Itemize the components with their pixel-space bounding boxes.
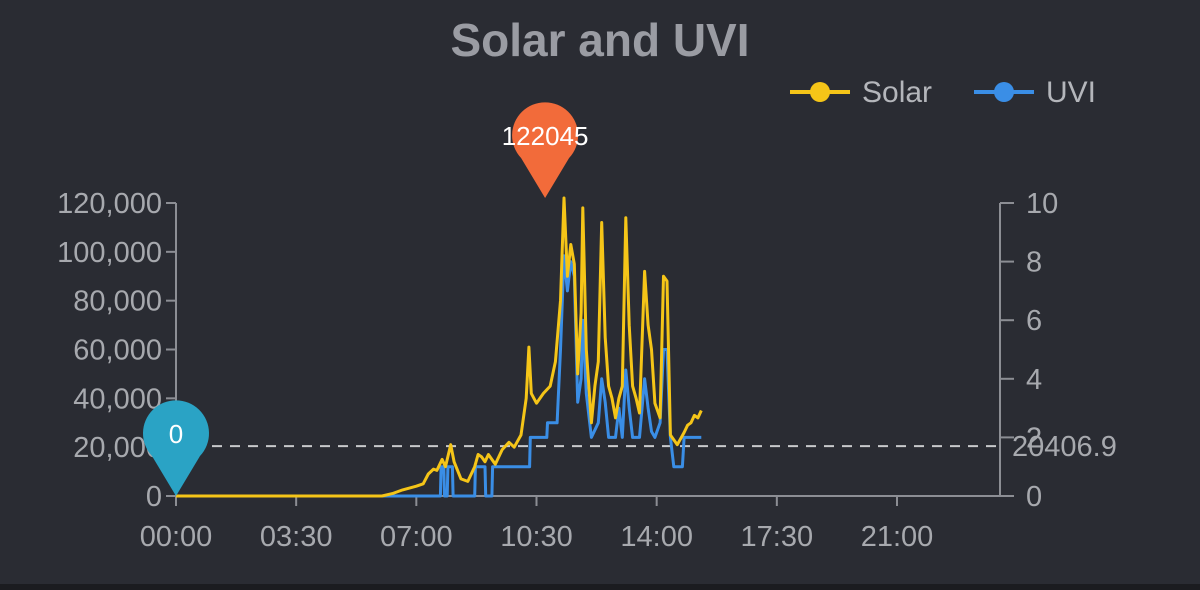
y-right-tick-label: 10 <box>1026 188 1058 220</box>
legend: Solar UVI <box>790 76 1096 109</box>
min-marker-label: 0 <box>169 419 183 449</box>
x-tick-label: 21:00 <box>861 521 934 553</box>
series-line-solar <box>176 196 703 498</box>
y-left-tick-label: 120,000 <box>57 188 162 220</box>
y-left-tick-label: 60,000 <box>73 335 162 367</box>
axes: 020,00040,00060,00080,000100,000120,0000… <box>57 188 1058 553</box>
min-marker-shape <box>143 400 209 496</box>
y-right-tick-label: 8 <box>1026 247 1042 279</box>
y-right-tick-label: 2 <box>1026 422 1042 454</box>
x-tick-label: 17:30 <box>741 521 814 553</box>
max-marker: 122045 <box>502 102 589 199</box>
y-left-tick-label: 100,000 <box>57 237 162 269</box>
legend-item-uvi[interactable]: UVI <box>974 76 1096 109</box>
min-marker: 0 <box>143 400 209 496</box>
y-right-tick-label: 6 <box>1026 305 1042 337</box>
y-right-tick-label: 4 <box>1026 364 1042 396</box>
y-right-tick-label: 0 <box>1026 481 1042 513</box>
average-line-label: 20406.9 <box>1012 431 1117 463</box>
legend-item-solar[interactable]: Solar <box>790 76 932 109</box>
max-marker-label: 122045 <box>502 121 589 151</box>
max-marker-shape <box>512 102 579 199</box>
markers: 122045 0 <box>143 102 588 496</box>
series-layer <box>176 196 703 498</box>
series-line-uvi <box>176 254 702 498</box>
x-tick-label: 07:00 <box>380 521 453 553</box>
x-tick-label: 14:00 <box>620 521 693 553</box>
y-left-tick-label: 80,000 <box>73 286 162 318</box>
bottom-bar <box>0 584 1200 590</box>
legend-label-uvi: UVI <box>1046 76 1096 109</box>
average-line: 20406.9 <box>176 431 1117 463</box>
x-tick-label: 03:30 <box>260 521 333 553</box>
chart-title: Solar and UVI <box>450 14 749 66</box>
x-tick-label: 10:30 <box>500 521 573 553</box>
y-left-tick-label: 40,000 <box>73 383 162 415</box>
y-left-tick-label: 0 <box>146 481 162 513</box>
legend-label-solar: Solar <box>862 76 932 109</box>
x-tick-label: 00:00 <box>140 521 213 553</box>
